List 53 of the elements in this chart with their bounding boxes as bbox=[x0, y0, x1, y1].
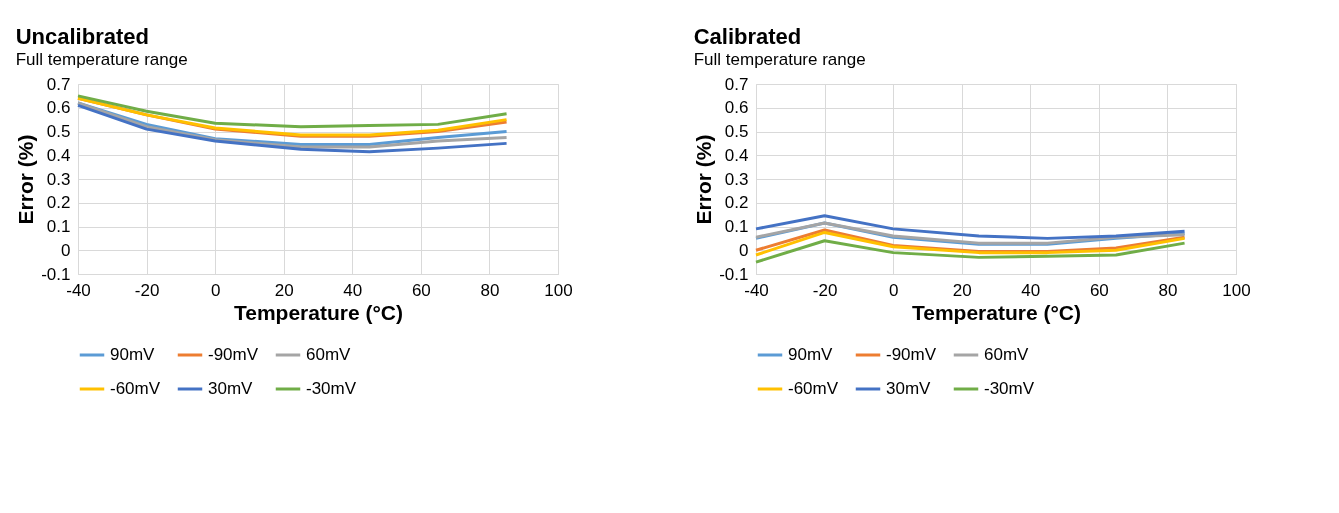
line-series bbox=[76, 94, 509, 129]
x-tick-label: 20 bbox=[952, 280, 972, 300]
legend-label: 60mV bbox=[984, 345, 1030, 364]
legend-label: -30mV bbox=[306, 379, 357, 398]
y-tick-label: 0 bbox=[61, 240, 71, 260]
y-tick-label: 0.4 bbox=[724, 145, 749, 165]
x-axis-title: Temperature (°C) bbox=[233, 300, 404, 324]
legend-label: -60mV bbox=[110, 379, 161, 398]
y-tick-label: 0.2 bbox=[724, 193, 749, 213]
chart-subtitle: Full temperature range bbox=[693, 50, 866, 69]
chart-title: Calibrated bbox=[693, 24, 802, 49]
line-series bbox=[754, 239, 1187, 264]
chart-subtitle: Full temperature range bbox=[15, 50, 188, 69]
legend-label: 90mV bbox=[788, 345, 834, 364]
y-axis-title: Error (%) bbox=[14, 134, 38, 225]
y-axis-title: Error (%) bbox=[692, 134, 716, 225]
y-tick-label: 0.3 bbox=[46, 169, 71, 189]
x-tick-label: 100 bbox=[1222, 280, 1251, 300]
legend-label: -90mV bbox=[886, 345, 937, 364]
y-tick-label: 0.6 bbox=[46, 98, 71, 118]
x-tick-label: 100 bbox=[544, 280, 573, 300]
y-tick-label: 0.2 bbox=[46, 193, 71, 213]
x-tick-label: 80 bbox=[1158, 280, 1178, 300]
y-tick-label: 0.4 bbox=[46, 145, 71, 165]
y-tick-label: 0.3 bbox=[724, 169, 749, 189]
legend-label: 60mV bbox=[306, 345, 352, 364]
chart-title: Uncalibrated bbox=[15, 24, 149, 49]
x-tick-label: -20 bbox=[812, 280, 838, 300]
y-tick-label: 0.5 bbox=[724, 122, 749, 141]
y-tick-label: 0.1 bbox=[46, 217, 71, 236]
legend-label: -60mV bbox=[788, 379, 839, 398]
y-tick-label: 0.7 bbox=[724, 74, 749, 94]
x-tick-label: 80 bbox=[480, 280, 500, 300]
y-tick-label: 0.6 bbox=[724, 98, 749, 118]
x-tick-label: 60 bbox=[1089, 280, 1109, 300]
y-tick-label: 0.1 bbox=[724, 217, 749, 236]
line-series bbox=[754, 214, 1187, 240]
y-tick-label: 0.7 bbox=[46, 74, 71, 94]
x-tick-label: 40 bbox=[1021, 280, 1041, 300]
x-tick-label: 0 bbox=[210, 280, 221, 300]
legend-label: -30mV bbox=[984, 379, 1035, 398]
x-tick-label: 40 bbox=[343, 280, 363, 300]
x-axis-title: Temperature (°C) bbox=[911, 300, 1082, 324]
y-tick-label: 0 bbox=[739, 240, 749, 260]
legend-label: -90mV bbox=[208, 345, 259, 364]
x-tick-label: 20 bbox=[274, 280, 294, 300]
x-tick-label: 0 bbox=[888, 280, 899, 300]
y-tick-label: 0.5 bbox=[46, 122, 71, 141]
legend-label: 30mV bbox=[886, 379, 932, 398]
legend-label: 90mV bbox=[110, 345, 156, 364]
x-tick-label: -20 bbox=[134, 280, 160, 300]
x-tick-label: 60 bbox=[411, 280, 431, 300]
legend-label: 30mV bbox=[208, 379, 254, 398]
